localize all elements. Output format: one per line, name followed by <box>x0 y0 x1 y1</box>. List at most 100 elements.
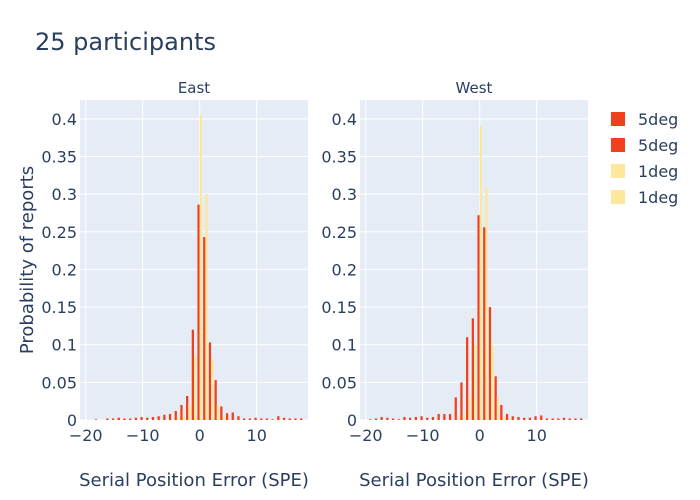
bar-1deg <box>474 344 477 420</box>
bar-5deg <box>134 417 137 420</box>
bar-5deg <box>220 406 223 420</box>
x-ticks-east: −20 −10 0 10 <box>69 426 267 445</box>
bar-5deg <box>214 380 217 420</box>
bar-1deg <box>456 417 460 420</box>
bar-1deg <box>496 397 500 420</box>
bar-5deg <box>523 417 526 420</box>
x-tick-label: 0 <box>475 426 485 445</box>
bars-west <box>369 126 583 421</box>
bar-5deg <box>260 418 263 420</box>
bar-5deg <box>534 416 537 420</box>
bar-5deg <box>191 329 194 420</box>
bar-5deg <box>140 416 143 420</box>
bar-1deg <box>468 397 471 420</box>
y-tick-label: 0.35 <box>41 147 77 166</box>
legend-label: 1deg <box>638 162 678 181</box>
legend-label: 1deg <box>638 188 678 207</box>
bar-1deg <box>182 413 185 420</box>
y-tick-label: 0 <box>347 411 357 430</box>
bar-5deg <box>426 417 429 420</box>
bar-1deg <box>211 359 214 420</box>
y-tick-label: 0.15 <box>321 298 357 317</box>
bar-5deg <box>477 215 480 420</box>
x-ticks-west: −20 −10 0 10 <box>349 426 547 445</box>
bar-5deg <box>557 418 560 420</box>
bar-5deg <box>397 419 400 420</box>
bar-5deg <box>237 416 240 420</box>
bar-5deg <box>282 417 286 420</box>
bars-east <box>94 115 303 420</box>
bar-5deg <box>386 417 389 420</box>
bar-5deg <box>248 418 251 420</box>
x-axis-label-east: Serial Position Error (SPE) <box>79 470 309 491</box>
x-tick-label: −20 <box>69 426 103 445</box>
bar-5deg <box>369 419 372 420</box>
bar-5deg <box>545 418 549 420</box>
bar-5deg <box>448 413 452 420</box>
bar-5deg <box>494 376 497 420</box>
bar-5deg <box>254 417 257 420</box>
legend-swatch <box>611 164 625 178</box>
y-tick-label: 0.25 <box>321 223 357 242</box>
bar-5deg <box>483 227 486 420</box>
bar-1deg <box>228 418 231 420</box>
y-tick-label: 0 <box>67 411 77 430</box>
bar-1deg <box>216 404 220 420</box>
bar-5deg <box>277 416 280 420</box>
bar-5deg <box>568 418 571 420</box>
y-ticks-east: 0 0.05 0.1 0.15 0.2 0.25 0.3 0.35 0.4 <box>41 110 77 430</box>
bar-5deg <box>391 418 395 420</box>
bar-5deg <box>294 418 297 420</box>
bar-5deg <box>151 416 155 420</box>
bar-5deg <box>540 415 543 420</box>
bar-1deg <box>222 416 225 420</box>
x-tick-label: 0 <box>195 426 205 445</box>
bar-5deg <box>225 413 229 420</box>
bar-5deg <box>180 404 183 420</box>
bar-5deg <box>471 318 474 420</box>
bar-5deg <box>168 413 172 420</box>
bar-5deg <box>431 416 435 420</box>
bar-5deg <box>505 413 509 420</box>
bar-5deg <box>203 237 206 420</box>
bar-1deg <box>479 126 482 421</box>
bar-1deg <box>194 356 197 420</box>
legend-swatch <box>611 138 625 152</box>
bar-5deg <box>208 342 212 420</box>
bar-5deg <box>528 417 531 420</box>
bar-5deg <box>163 414 166 420</box>
y-tick-label: 0.1 <box>52 336 77 355</box>
bar-1deg <box>462 413 465 420</box>
bar-5deg <box>146 417 149 420</box>
x-tick-label: −10 <box>126 426 160 445</box>
legend: 5deg 5deg 1deg 1deg <box>611 110 678 207</box>
bar-1deg <box>205 194 208 420</box>
bar-5deg <box>106 418 109 420</box>
bar-5deg <box>409 417 412 420</box>
bar-5deg <box>466 337 469 420</box>
bar-5deg <box>374 418 378 420</box>
bar-5deg <box>271 419 274 420</box>
bar-1deg <box>508 418 511 420</box>
y-tick-label: 0.15 <box>41 298 77 317</box>
bar-1deg <box>176 416 180 420</box>
legend-swatch <box>611 190 625 204</box>
y-tick-label: 0.2 <box>332 260 357 279</box>
bar-5deg <box>111 418 115 420</box>
bar-5deg <box>300 418 303 420</box>
bar-5deg <box>443 413 446 420</box>
y-tick-label: 0.4 <box>332 110 357 129</box>
bar-5deg <box>454 397 457 420</box>
y-tick-label: 0.35 <box>321 147 357 166</box>
bar-5deg <box>288 418 291 420</box>
bar-5deg <box>511 416 514 420</box>
bar-5deg <box>265 418 269 420</box>
x-tick-label: 10 <box>247 426 267 445</box>
x-axis-label-west: Serial Position Error (SPE) <box>359 470 589 491</box>
bar-5deg <box>437 413 440 420</box>
y-axis-label: Probability of reports <box>17 166 38 354</box>
bar-5deg <box>174 410 177 420</box>
panel-east: 00.050.10.150.20.250.30.350.4 −20 −10 0 10 … <box>41 79 309 491</box>
y-tick-label: 0.05 <box>41 373 77 392</box>
